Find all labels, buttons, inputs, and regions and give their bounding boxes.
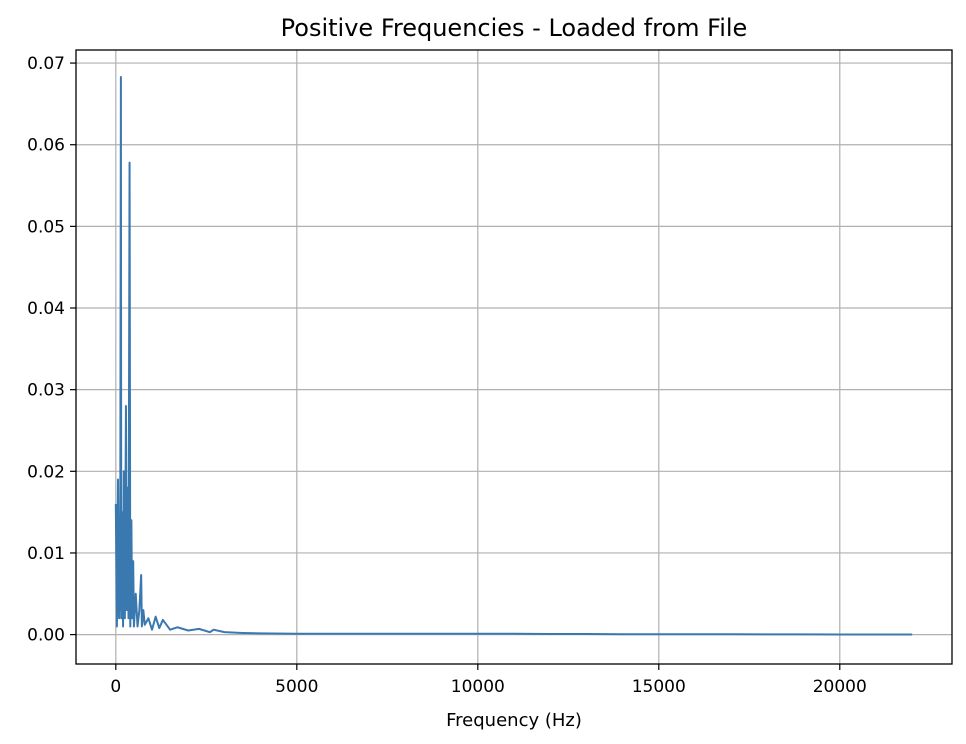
x-tick-label: 0 <box>110 677 121 697</box>
x-tick-label: 20000 <box>813 677 867 697</box>
x-tick-label: 10000 <box>451 677 505 697</box>
y-tick-label: 0.04 <box>27 299 65 319</box>
y-tick-label: 0.01 <box>27 544 65 564</box>
chart-title: Positive Frequencies - Loaded from File <box>281 14 748 42</box>
y-tick-label: 0.06 <box>27 136 65 156</box>
series-line <box>114 75 913 636</box>
y-tick-label: 0.05 <box>27 217 65 237</box>
y-tick-label: 0.00 <box>27 626 65 646</box>
x-tick-label: 15000 <box>632 677 686 697</box>
x-axis-label: Frequency (Hz) <box>446 710 582 731</box>
y-tick-label: 0.02 <box>27 462 65 482</box>
y-ticks: 0.00 0.01 0.02 0.03 0.04 0.05 0.06 0.07 <box>27 54 76 646</box>
y-tick-label: 0.03 <box>27 381 65 401</box>
x-ticks: 0 5000 10000 15000 20000 <box>110 664 867 697</box>
axes <box>75 49 953 665</box>
series-layer <box>114 75 913 636</box>
x-tick-label: 5000 <box>275 677 318 697</box>
plot-frame <box>75 49 953 665</box>
y-tick-label: 0.07 <box>27 54 65 74</box>
